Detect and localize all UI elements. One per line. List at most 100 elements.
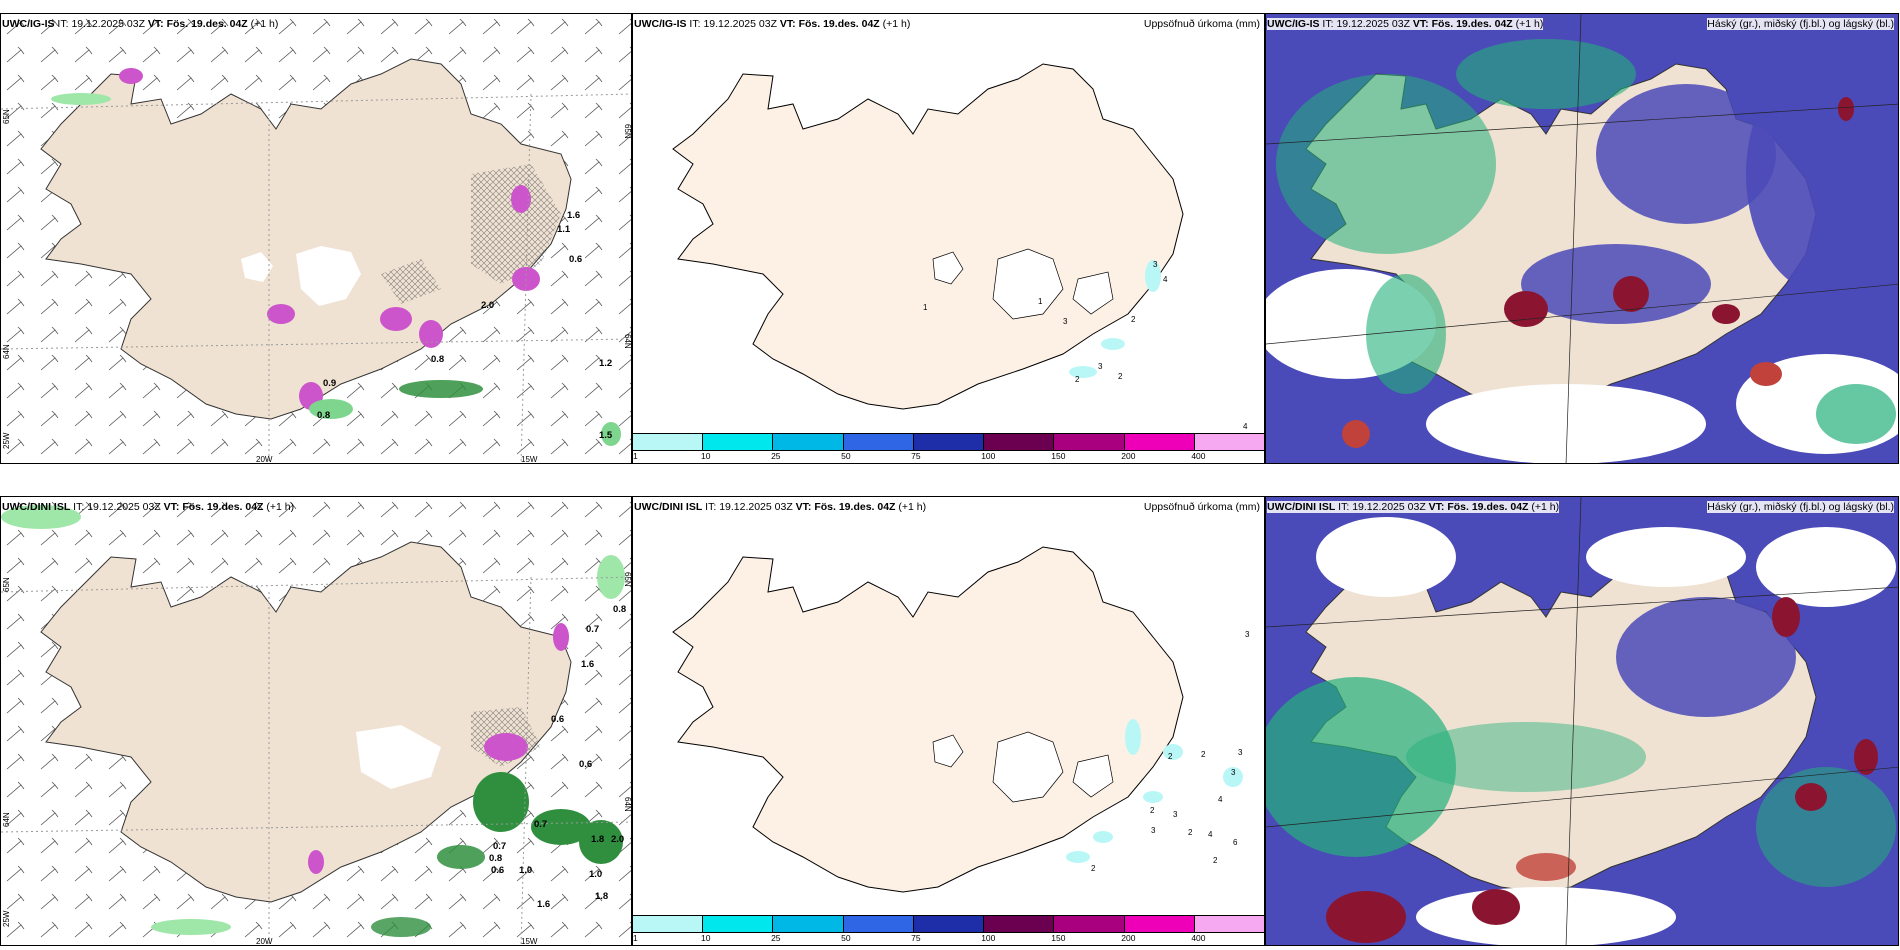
precip-label: 0.7 — [534, 819, 547, 830]
colorbar-tick: 200 — [1121, 451, 1136, 461]
panel-right-title: Uppsöfnuð úrkoma (mm) — [1143, 18, 1260, 30]
accum-label: 3 — [1173, 810, 1178, 819]
axis-label: 25W — [2, 910, 11, 927]
precip-label: 0.6 — [579, 759, 592, 770]
lat-label: 65N — [623, 572, 632, 587]
colorbar-tick: 150 — [1051, 451, 1066, 461]
accum-label: 2 — [1213, 856, 1218, 865]
colorbar-cell — [912, 916, 984, 932]
axis-label: 25W — [2, 432, 11, 449]
colorbar-tick: 400 — [1191, 933, 1206, 943]
accum-label: 3 — [1098, 362, 1103, 371]
colorbar-cell — [842, 916, 913, 932]
precip-label: 1.8 — [591, 834, 604, 845]
map-clouds — [1266, 14, 1898, 463]
axis-label: 65N — [2, 577, 11, 592]
panel-title: UWC/IG-IS IT: 19.12.2025 03Z VT: Fös. 19… — [2, 18, 279, 30]
iceland-landmass — [672, 546, 1184, 893]
map-accum-precip: 3 2 2 4 2 3 3 2 4 6 3 2 2 3 — [672, 546, 1250, 893]
colorbar-cell — [702, 916, 773, 932]
colorbar-tick: 25 — [771, 933, 781, 943]
colorbar-cell — [1193, 434, 1264, 450]
panel-uwc-dini-accum-precip: UWC/DINI ISL IT: 19.12.2025 03Z VT: Fös.… — [632, 496, 1265, 946]
precip-label: 0.7 — [493, 841, 506, 852]
colorbar-cell — [633, 916, 703, 932]
colorbar-tick: 25 — [771, 451, 781, 461]
accum-label: 3 — [1238, 748, 1243, 757]
accum-label: 4 — [1218, 795, 1223, 804]
colorbar-tick: 1 — [633, 451, 638, 461]
accum-label: 2 — [1188, 828, 1193, 837]
lon-label: 15W — [521, 937, 538, 946]
colorbar-cell — [633, 434, 703, 450]
panel-title: UWC/DINI ISL IT: 19.12.2025 03Z VT: Fös.… — [2, 501, 295, 513]
precip-label: 0.6 — [551, 714, 564, 725]
colorbar-tick: 50 — [841, 933, 851, 943]
accum-label: 1 — [1038, 297, 1043, 306]
precip-label: 0.8 — [489, 853, 502, 864]
lat-label: 64N — [623, 797, 632, 812]
precip-label: 1.1 — [557, 224, 571, 235]
accum-label: 3 — [1245, 630, 1250, 639]
accum-label: 3 — [1151, 826, 1156, 835]
colorbar-tick: 10 — [701, 451, 711, 461]
panel-title: UWC/DINI ISL IT: 19.12.2025 03Z VT: Fös.… — [634, 501, 927, 513]
colorbar-cell — [772, 434, 843, 450]
colorbar-tick: 75 — [911, 451, 921, 461]
accum-label: 4 — [1243, 422, 1248, 431]
precip-label: 0.9 — [323, 378, 336, 389]
panel-uwc-igis-clouds: UWC/IG-IS IT: 19.12.2025 03Z VT: Fös. 19… — [1265, 13, 1899, 464]
precip-label: 1.6 — [537, 899, 550, 910]
colorbar-tick: 200 — [1121, 933, 1136, 943]
colorbar: 1 10 25 50 75 100 150 200 400 — [633, 915, 1264, 945]
precip-label: 0.6 — [491, 865, 504, 876]
accum-label: 4 — [1208, 830, 1213, 839]
colorbar-tick: 400 — [1191, 451, 1206, 461]
lon-label: 20W — [256, 455, 273, 464]
colorbar: 1 10 25 50 75 100 150 200 400 — [633, 433, 1264, 463]
lat-label: 65N — [623, 124, 632, 139]
accum-label: 2 — [1091, 864, 1096, 873]
panel-title: UWC/DINI ISL IT: 19.12.2025 03Z VT: Fös.… — [1267, 501, 1560, 513]
colorbar-cell — [1053, 434, 1124, 450]
panel-uwc-igis-wind-precip: UWC/IG-IS IT: 19.12.2025 03Z VT: Fös. 19… — [0, 13, 632, 464]
accum-label: 2 — [1150, 806, 1155, 815]
precip-label: 0.6 — [569, 254, 582, 265]
panel-uwc-dini-wind-precip: UWC/DINI ISL IT: 19.12.2025 03Z VT: Fös.… — [0, 496, 632, 946]
panel-title: UWC/IG-IS IT: 19.12.2025 03Z VT: Fös. 19… — [634, 18, 911, 30]
axis-label: 64N — [2, 344, 11, 359]
accum-label: 3 — [1063, 317, 1068, 326]
precip-label: 1.5 — [599, 430, 613, 441]
map-accum-precip: 1 3 4 2 3 2 2 1 3 4 — [672, 63, 1248, 431]
accum-label: 2 — [1075, 375, 1080, 384]
panel-uwc-dini-clouds: UWC/DINI ISL IT: 19.12.2025 03Z VT: Fös.… — [1265, 496, 1899, 946]
accum-label: 1 — [923, 303, 928, 312]
colorbar-cell — [912, 434, 984, 450]
colorbar-tick: 100 — [981, 933, 996, 943]
map-wind-precip: 0.8 0.7 1.6 0.6 0.6 0.7 0.7 0.8 0.6 1.0 … — [1, 497, 632, 946]
colorbar-cell — [1053, 916, 1124, 932]
panel-right-title: Uppsöfnuð úrkoma (mm) — [1143, 501, 1260, 513]
accum-label: 2 — [1131, 315, 1136, 324]
colorbar-cell — [1123, 434, 1194, 450]
lon-label: 20W — [256, 937, 273, 946]
precip-label: 1.8 — [595, 891, 608, 902]
colorbar-tick: 10 — [701, 933, 711, 943]
lon-label: 15W — [521, 455, 538, 464]
precip-label: 1.0 — [519, 865, 532, 876]
map-wind-precip: 0.9 0.8 1.6 1.1 0.6 1.2 1.5 2.0 0.8 65N … — [1, 14, 632, 464]
panel-right-title: Háský (gr.), miðský (fj.bl.) og lágský (… — [1707, 18, 1894, 30]
colorbar-tick: 150 — [1051, 933, 1066, 943]
colorbar-cell — [983, 434, 1054, 450]
accum-label: 3 — [1153, 260, 1158, 269]
precip-label: 0.8 — [613, 604, 626, 615]
lat-label: 64N — [623, 334, 632, 349]
accum-label: 2 — [1201, 750, 1206, 759]
precip-label: 2.0 — [611, 834, 624, 845]
iceland-landmass — [672, 63, 1184, 410]
colorbar-cell — [702, 434, 773, 450]
colorbar-tick: 50 — [841, 451, 851, 461]
precip-label: 1.2 — [599, 358, 612, 369]
panel-uwc-igis-accum-precip: UWC/IG-IS IT: 19.12.2025 03Z VT: Fös. 19… — [632, 13, 1265, 464]
colorbar-tick: 1 — [633, 933, 638, 943]
